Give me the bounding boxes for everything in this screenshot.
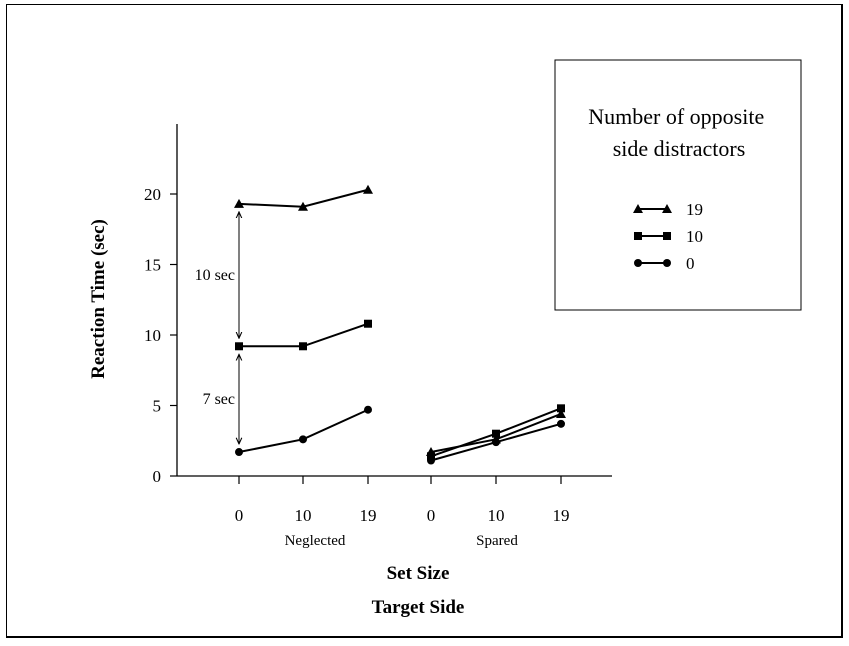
x-tick-label: 10 — [295, 506, 312, 525]
x-axis-label: Set Size — [387, 563, 450, 584]
data-point-0-neglected — [235, 448, 243, 457]
x-tick-label: 0 — [427, 506, 436, 525]
legend-label: 10 — [686, 227, 703, 246]
group-label-neglected: Neglected — [285, 533, 346, 549]
y-tick-label: 5 — [153, 397, 162, 416]
annotation-label: 10 sec — [195, 267, 235, 284]
legend-marker — [634, 232, 642, 240]
y-axis-label: Reaction Time (sec) — [88, 219, 109, 379]
data-point-19-neglected — [234, 198, 244, 208]
data-point-10-spared — [557, 404, 565, 413]
y-tick-label: 15 — [144, 256, 161, 275]
series-line-0-neglected — [238, 408, 369, 454]
legend-marker — [663, 232, 671, 240]
legend-title: Number of opposite side distractors — [588, 104, 769, 161]
data-point-10-neglected — [235, 342, 243, 351]
series-10 — [235, 319, 565, 461]
group-label-spared: Spared — [476, 533, 518, 549]
legend-marker — [634, 259, 642, 267]
legend-entry-10: 10 — [634, 227, 703, 246]
x-tick-label: 19 — [360, 506, 377, 525]
data-point-10-spared — [427, 452, 435, 461]
legend: Number of opposite side distractors 19 10… — [554, 59, 802, 311]
legend-marker — [662, 204, 672, 213]
data-point-10-neglected — [364, 319, 372, 328]
legend-label: 0 — [686, 254, 695, 273]
figure-frame — [6, 4, 843, 638]
legend-entry-19: 19 — [633, 200, 703, 219]
data-point-10-spared — [492, 429, 500, 438]
x-tick-label: 10 — [488, 506, 505, 525]
legend-label: 19 — [686, 200, 703, 219]
y-tick-label: 10 — [144, 326, 161, 345]
data-point-0-spared — [427, 456, 435, 465]
data-point-19-spared — [556, 408, 566, 418]
x-tick-label: 19 — [553, 506, 570, 525]
series-19 — [234, 184, 566, 457]
legend-box — [554, 59, 802, 311]
annotation-label: 7 sec — [203, 391, 235, 408]
legend-marker — [633, 204, 643, 213]
data-point-19-neglected — [363, 184, 373, 194]
data-point-0-spared — [492, 438, 500, 447]
data-point-0-neglected — [299, 435, 307, 444]
data-point-0-spared — [557, 419, 565, 428]
legend-entry-0: 0 — [634, 254, 695, 273]
x-tick-label: 0 — [235, 506, 244, 525]
y-tick-label: 0 — [153, 467, 162, 486]
data-point-10-neglected — [299, 342, 307, 351]
legend-marker — [663, 259, 671, 267]
data-point-19-neglected — [298, 201, 308, 211]
data-point-0-neglected — [364, 405, 372, 414]
y-tick-label: 20 — [144, 185, 161, 204]
x-axis-label-target-side: Target Side — [372, 597, 465, 618]
series-0 — [235, 405, 565, 465]
